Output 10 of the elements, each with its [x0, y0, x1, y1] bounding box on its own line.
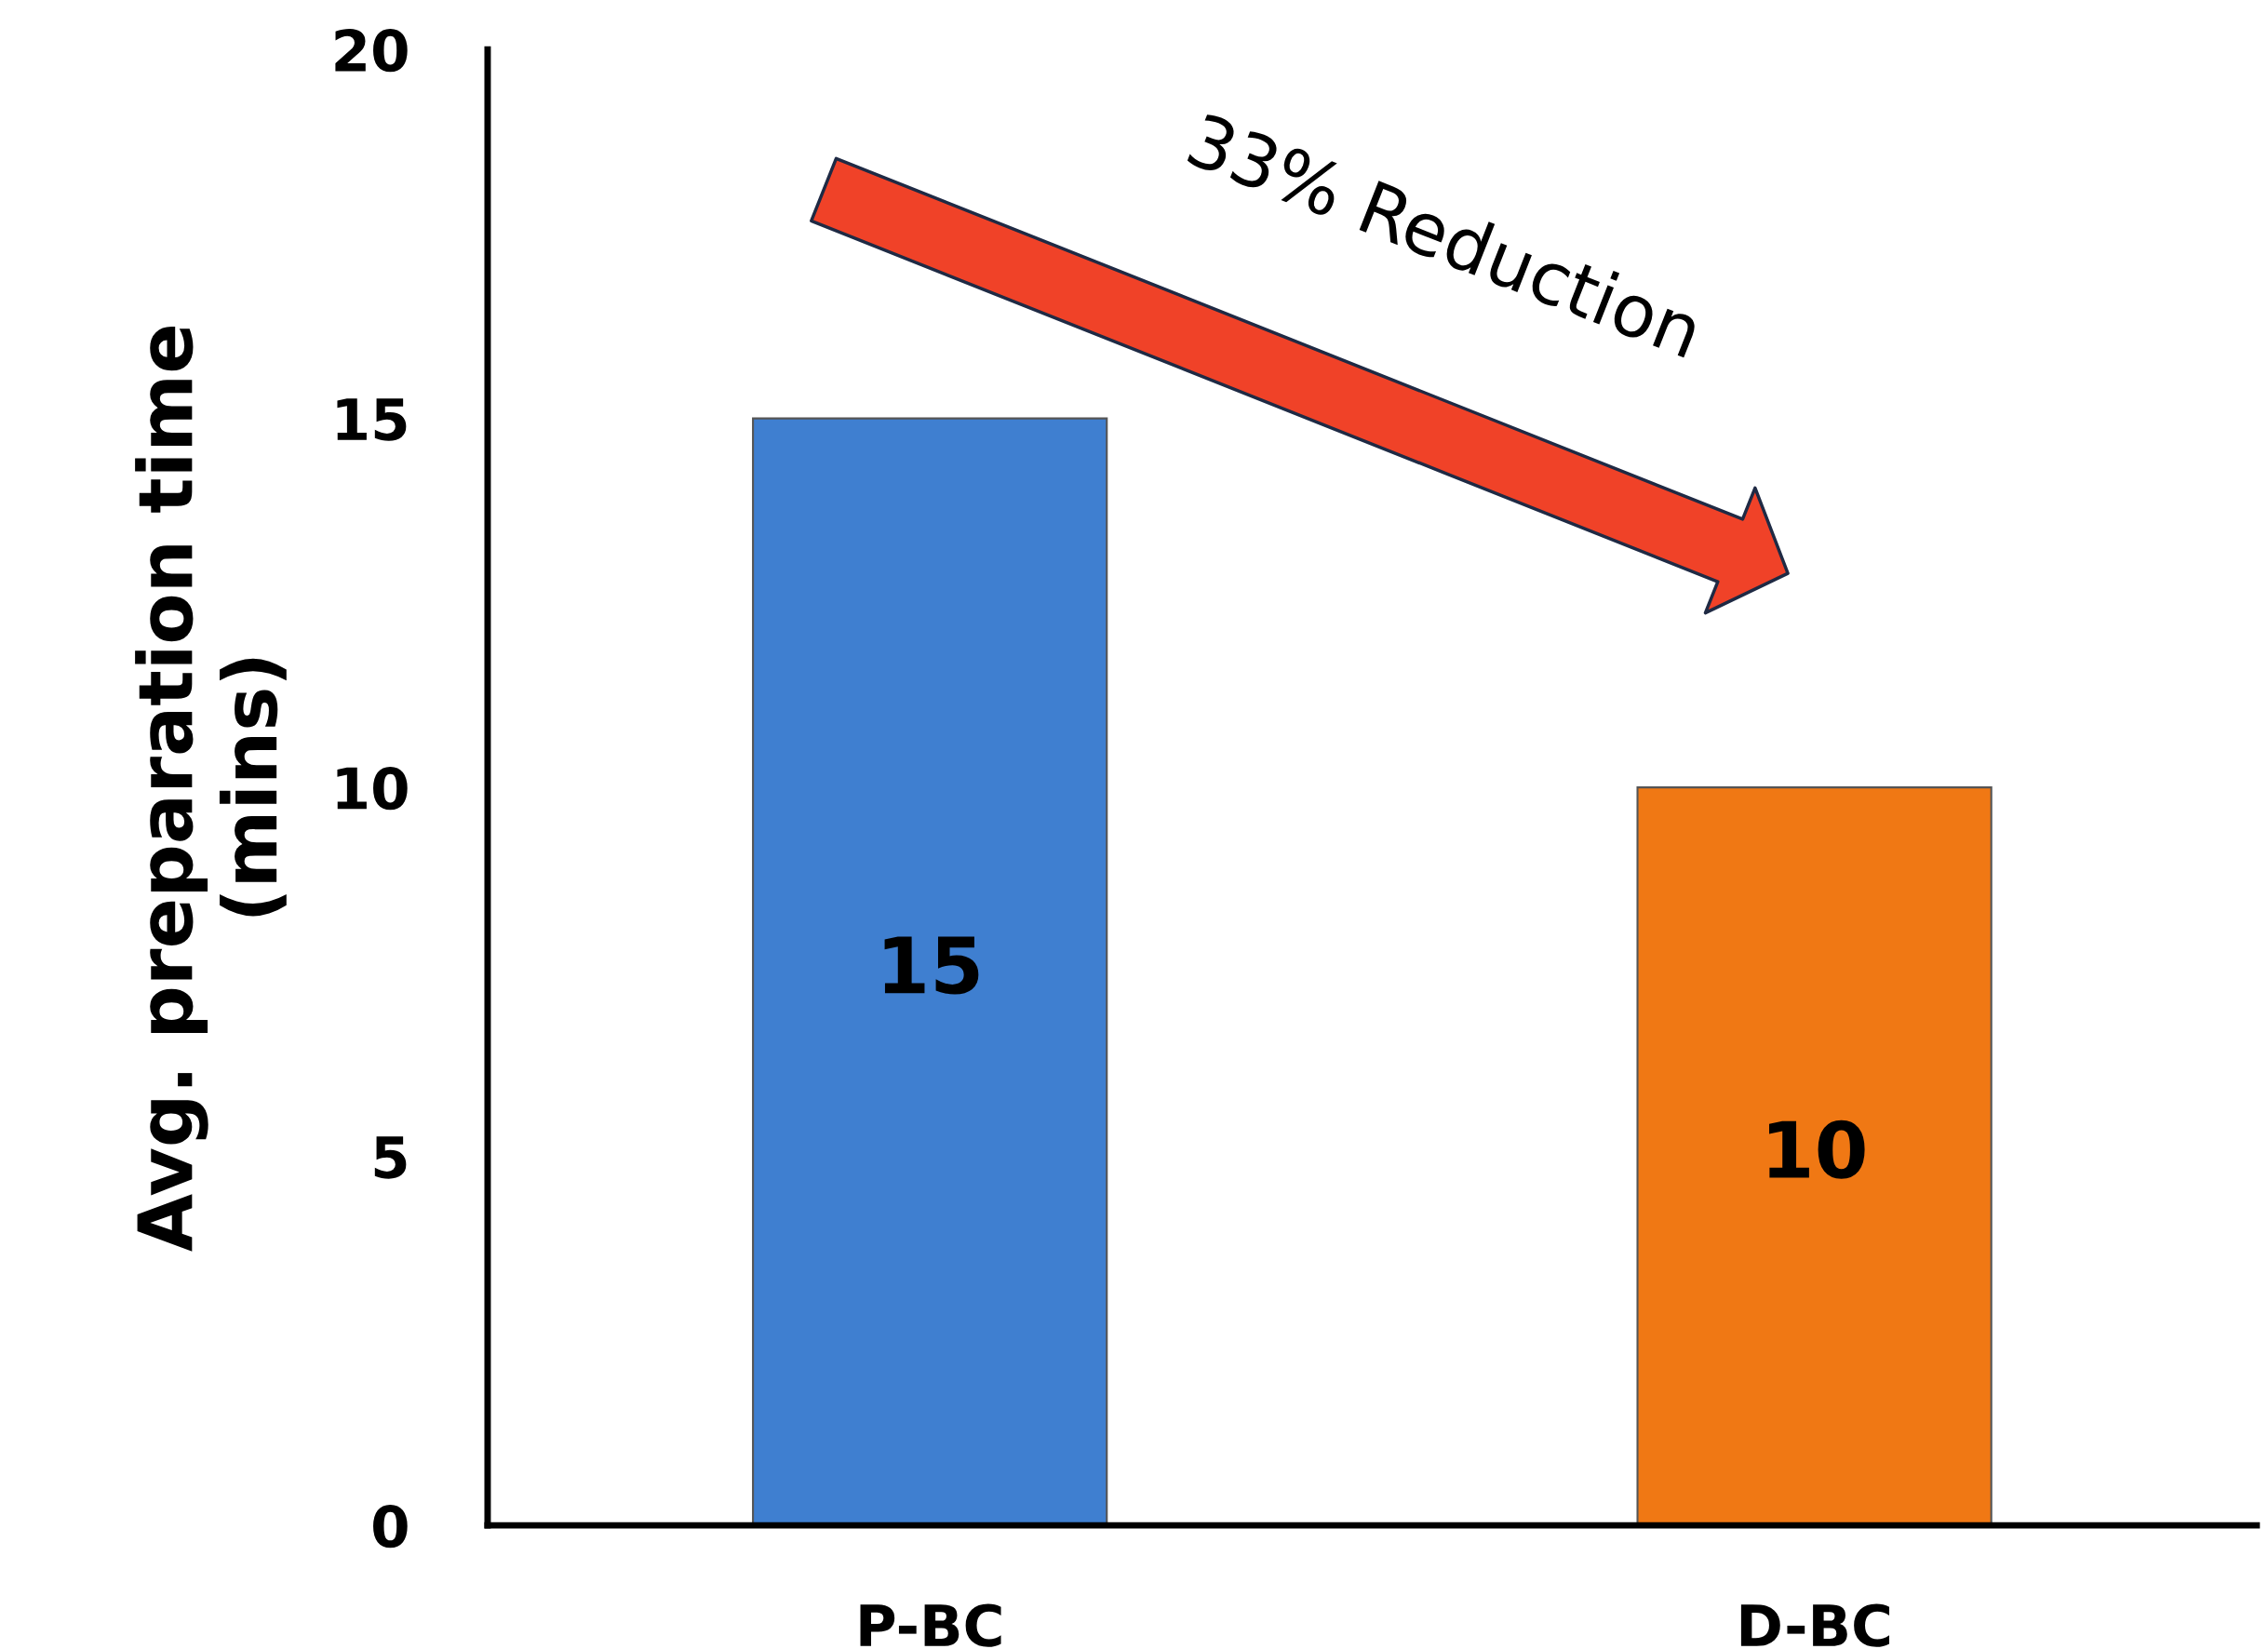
x-tick-label: D-BC	[1740, 1603, 1890, 1647]
data-label: 10	[1769, 1119, 1865, 1179]
x-tick-label: P-BC	[860, 1603, 1001, 1647]
data-label: 15	[884, 936, 979, 995]
y-tick-label: 5	[374, 1136, 407, 1179]
y-tick-label: 0	[373, 1504, 408, 1548]
y-tick-label: 10	[337, 766, 408, 811]
y-tick-label: 20	[335, 29, 408, 73]
y-axis-title: Avg. preparation time (mins)	[135, 327, 287, 1252]
y-tick-label: 15	[337, 398, 407, 441]
